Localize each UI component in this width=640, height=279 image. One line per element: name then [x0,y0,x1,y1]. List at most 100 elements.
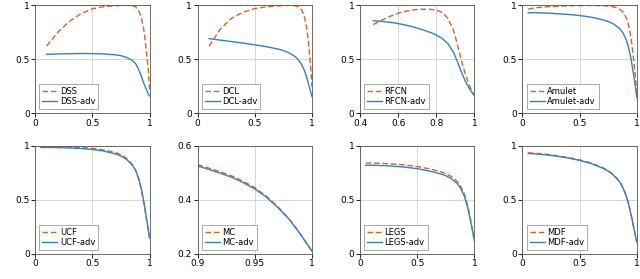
Amulet [598,4,606,7]
UCF [140,201,148,205]
LEGS [470,239,478,242]
LEGS-adv [467,221,475,225]
UCF [117,153,125,156]
DSS-adv [100,52,108,56]
RFCN-adv [388,21,396,24]
UCF-adv [129,163,136,167]
RFCN-adv [468,92,476,95]
Amulet [604,4,612,8]
MDF [598,166,606,169]
UCF-adv [43,146,51,149]
LEGS [463,199,470,202]
DSS-adv [111,53,119,56]
DSS [138,17,145,20]
UCF-adv [123,158,131,161]
Amulet-adv [627,58,635,61]
Legend: MC, MC-adv: MC, MC-adv [202,225,257,250]
DCL [294,5,302,8]
DCL [251,7,259,10]
Amulet [616,8,623,11]
UCF [77,146,84,149]
DSS [132,5,140,9]
RFCN-adv [470,94,478,97]
RFCN-adv [427,31,435,34]
RFCN-adv [417,28,425,31]
LEGS-adv [402,165,410,169]
DSS-adv [140,82,148,85]
Amulet-adv [598,18,606,21]
MDF [630,224,637,227]
DSS-adv [132,62,140,66]
Amulet-adv [541,11,549,15]
MC [274,205,282,208]
DCL [239,10,247,14]
Line: LEGS: LEGS [365,163,474,241]
MDF-adv [630,224,637,228]
MC [297,233,305,236]
Line: UCF: UCF [41,147,150,238]
Line: RFCN-adv: RFCN-adv [373,21,474,95]
Amulet-adv [604,20,612,23]
Line: UCF-adv: UCF-adv [41,147,150,238]
DSS [77,12,84,15]
UCF [138,189,145,193]
DCL [291,4,299,8]
MC-adv [194,164,202,168]
LEGS-adv [436,172,444,175]
Legend: DSS, DSS-adv: DSS, DSS-adv [40,84,98,109]
DSS [54,30,62,34]
UCF [54,145,62,148]
LEGS [447,175,455,178]
Amulet-adv [623,39,630,42]
RFCN-adv [433,33,440,37]
RFCN [449,28,457,32]
UCF [132,169,140,172]
DCL-adv [285,51,293,54]
LEGS [453,180,461,183]
MDF-adv [541,153,549,157]
LEGS-adv [442,174,450,177]
Amulet-adv [553,12,561,15]
DSS-adv [117,54,125,57]
DSS [129,4,136,8]
Amulet [576,4,584,7]
DSS-adv [66,52,74,56]
Line: Amulet-adv: Amulet-adv [528,13,637,98]
RFCN [453,42,461,46]
DSS-adv [43,52,51,56]
MDF-adv [588,162,595,165]
RFCN [457,57,465,61]
LEGS [425,167,433,170]
DCL [300,14,308,17]
Line: Amulet: Amulet [528,6,637,94]
MDF [632,235,639,238]
RFCN-adv [408,25,415,28]
DCL [205,44,213,48]
UCF-adv [136,179,143,182]
Line: DSS: DSS [47,5,150,90]
DCL-adv [251,43,259,47]
LEGS-adv [390,165,398,168]
MC-adv [262,195,270,199]
MC [194,163,202,166]
MC [205,167,213,170]
Legend: RFCN, RFCN-adv: RFCN, RFCN-adv [364,84,429,109]
Legend: DCL, DCL-adv: DCL, DCL-adv [202,84,260,109]
DSS [140,28,148,32]
LEGS-adv [362,164,369,167]
UCF [145,230,152,233]
DSS-adv [145,93,152,96]
RFCN-adv [449,50,457,54]
RFCN [465,82,472,85]
UCF-adv [132,169,140,172]
RFCN [427,8,435,11]
DCL-adv [307,91,315,94]
RFCN-adv [444,42,452,45]
MC-adv [297,233,305,236]
Line: DCL-adv: DCL-adv [209,39,312,97]
MC-adv [239,181,247,184]
RFCN-adv [379,20,387,23]
DSS [43,44,51,48]
UCF [136,179,143,183]
LEGS [402,163,410,167]
